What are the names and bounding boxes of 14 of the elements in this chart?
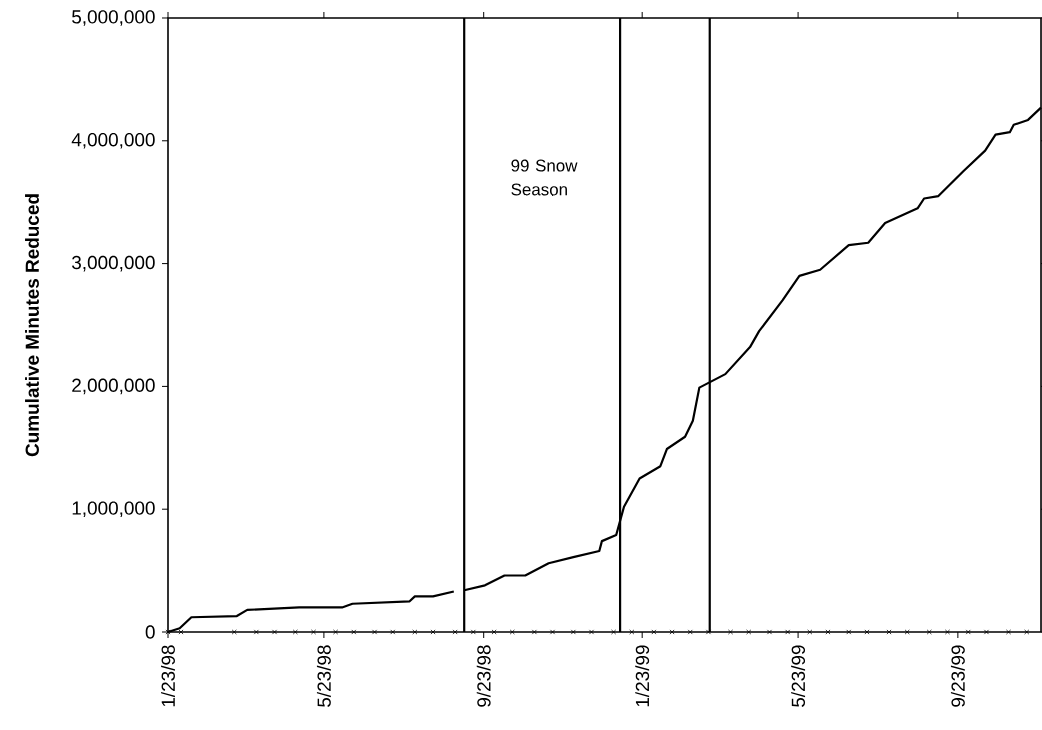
x-tick-label: 5/23/99 (791, 645, 806, 707)
y-tick-label: 4,000,000 (71, 132, 155, 149)
y-tick-label: 1,000,000 (72, 501, 155, 518)
x-tick-label: 9/23/99 (950, 645, 965, 707)
y-tick-label: 5,000,000 (72, 10, 155, 26)
x-tick-label: 9/23/98 (476, 645, 491, 707)
annotation: 99 Snow Season (511, 159, 578, 196)
y-tick-label: 3,000,000 (72, 255, 155, 272)
y-axis-title: Cumulative Minutes Reduced (25, 194, 39, 457)
x-tick-label: 5/23/98 (316, 645, 331, 707)
y-tick-label: 2,000,000 (72, 378, 155, 395)
x-tick-label: 1/23/98 (161, 645, 175, 707)
y-tick-label: 0 (145, 625, 155, 639)
x-tick-label: 1/23/99 (635, 645, 650, 707)
